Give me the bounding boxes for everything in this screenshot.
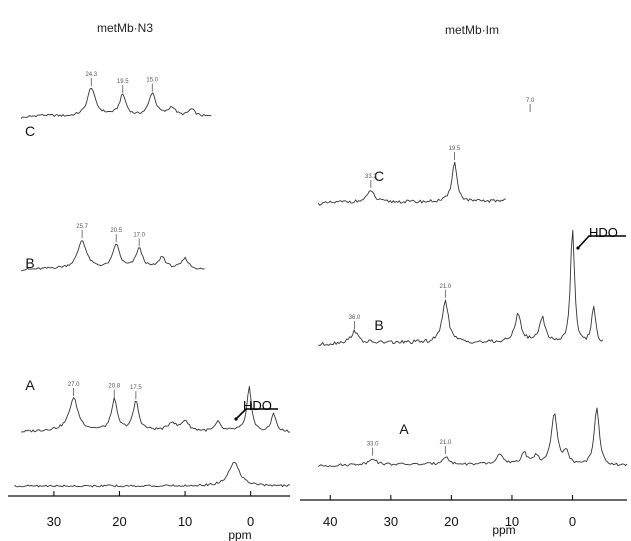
trace-c — [20, 87, 212, 119]
trace-reference — [14, 461, 291, 488]
hdo-label: HDO — [243, 398, 272, 413]
x-tick-label: 0 — [247, 514, 254, 529]
x-tick-label: 10 — [505, 514, 519, 529]
panel-metmb-im: metMb·Im 40 30 20 10 0 ppm C33.3 19.5 7.0 B 36.0 21.… — [300, 23, 628, 537]
trace-a — [20, 385, 291, 433]
peak-label: 20.8 — [108, 384, 120, 390]
hdo-label: HDO — [589, 225, 618, 240]
panel-title: metMb·Im — [445, 23, 499, 37]
trace-label-a: A — [25, 377, 35, 393]
x-axis-title: ppm — [492, 523, 515, 537]
trace-c — [317, 161, 506, 206]
peak-label: 19.5 — [117, 79, 129, 85]
peak-label: 19.5 — [449, 146, 461, 152]
x-tick-label: 30 — [47, 514, 61, 529]
hdo-pointer — [235, 408, 278, 420]
trace-label-c: C — [374, 168, 384, 184]
peak-label: 21.0 — [439, 284, 451, 290]
trace-a — [317, 407, 628, 467]
x-tick-label: 30 — [384, 514, 398, 529]
peak-label: 33.0 — [367, 442, 379, 448]
trace-label-c: C — [25, 123, 35, 139]
trace-label-b: B — [374, 317, 383, 333]
peak-label: 27.0 — [68, 382, 80, 388]
peak-label: 24.3 — [85, 72, 97, 78]
x-tick-label: 40 — [323, 514, 337, 529]
peak-label: 17.5 — [130, 385, 142, 391]
peak-label: 17.0 — [133, 232, 145, 238]
peak-label: 33.3 — [365, 174, 377, 180]
peak-label: 7.0 — [526, 98, 535, 104]
peak-label: 25.7 — [76, 224, 88, 230]
x-tick-label: 20 — [444, 514, 458, 529]
peak-label: 15.0 — [146, 78, 158, 84]
peak-label: 21.0 — [439, 440, 451, 446]
trace-b — [21, 240, 205, 272]
trace-label-b: B — [25, 255, 34, 271]
x-tick-label: 20 — [112, 514, 126, 529]
peak-label: 36.0 — [349, 315, 361, 321]
x-tick-label: 10 — [178, 514, 192, 529]
hdo-pointer — [577, 235, 626, 249]
x-tick-label: 0 — [569, 514, 576, 529]
panel-title: metMb·N3 — [97, 21, 153, 35]
trace-b — [318, 229, 604, 347]
x-axis-title: ppm — [228, 528, 251, 541]
hdo-pointer-dot — [576, 246, 580, 250]
hdo-pointer-dot — [234, 417, 238, 421]
peak-label: 20.5 — [110, 228, 122, 234]
trace-label-a: A — [399, 421, 409, 437]
